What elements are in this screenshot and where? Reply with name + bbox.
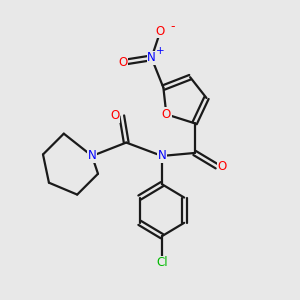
Text: N: N bbox=[158, 149, 166, 162]
Text: +: + bbox=[155, 46, 164, 56]
Text: O: O bbox=[118, 56, 128, 69]
Text: O: O bbox=[111, 109, 120, 122]
Text: O: O bbox=[218, 160, 227, 173]
Text: O: O bbox=[156, 25, 165, 38]
Text: N: N bbox=[88, 149, 96, 162]
Text: O: O bbox=[162, 108, 171, 121]
Text: N: N bbox=[147, 51, 156, 64]
Text: -: - bbox=[171, 20, 175, 33]
Text: Cl: Cl bbox=[156, 256, 168, 269]
